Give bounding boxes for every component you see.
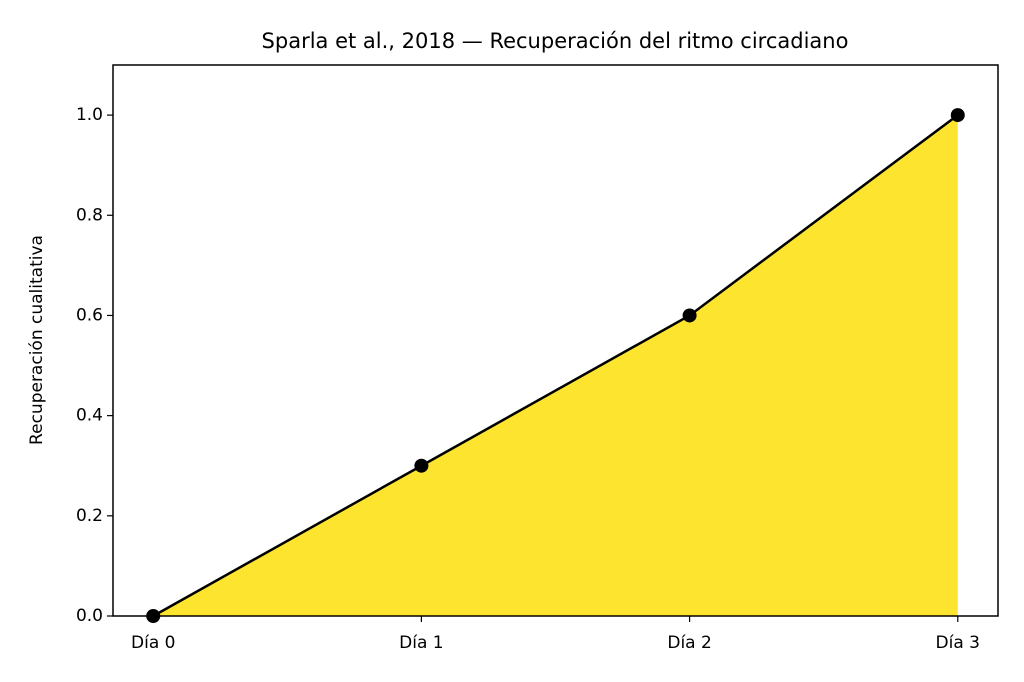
y-tick-label: 1.0 [76,105,103,125]
x-tick-label: Día 0 [131,633,175,653]
area [153,115,958,616]
x-tick-label: Día 3 [936,633,980,653]
x-tick-label: Día 2 [667,633,711,653]
y-tick-label: 0.8 [76,205,103,225]
x-tick-label: Día 1 [399,633,443,653]
chart-title: Sparla et al., 2018 — Recuperación del r… [262,29,849,53]
plot-frame [112,64,999,617]
y-tick-label: 0.4 [76,406,103,426]
y-tick-label: 0.0 [76,606,103,626]
y-tick-label: 0.6 [76,305,103,325]
y-axis-label: Recuperación cualitativa [27,235,47,445]
marker [950,108,965,123]
marker [682,308,697,323]
y-tick-label: 0.2 [76,506,103,526]
line [152,114,959,618]
marker [414,458,429,473]
